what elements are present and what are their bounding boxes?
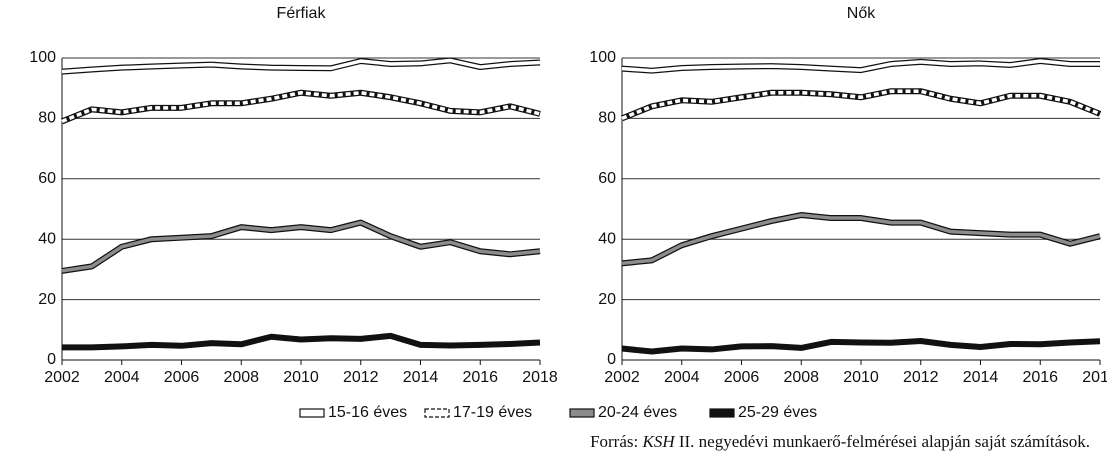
x-tick-label: 2012 — [343, 369, 379, 386]
x-tick-label: 2004 — [664, 369, 700, 386]
y-tick-label: 60 — [598, 170, 616, 187]
source-emphasis: KSH — [641, 432, 676, 451]
y-tick-label: 40 — [38, 230, 56, 247]
line-outline — [60, 89, 541, 125]
x-tick-label: 2010 — [283, 369, 319, 386]
series-line — [61, 220, 541, 273]
x-tick-label: 2018 — [522, 369, 558, 386]
y-tick-label: 20 — [598, 291, 616, 308]
x-tick-label: 2014 — [403, 369, 439, 386]
x-tick-label: 2006 — [724, 369, 760, 386]
y-tick-label: 100 — [29, 49, 56, 66]
series-line — [621, 89, 1101, 121]
y-tick-label: 40 — [598, 230, 616, 247]
y-tick-label: 20 — [38, 291, 56, 308]
y-tick-label: 80 — [598, 110, 616, 127]
y-tick-label: 80 — [38, 110, 56, 127]
x-tick-label: 2004 — [104, 369, 140, 386]
series-line — [61, 90, 541, 124]
x-tick-label: 2002 — [604, 369, 640, 386]
legend-label: 17-19 éves — [453, 404, 532, 421]
series-line — [621, 59, 1100, 73]
x-tick-label: 2016 — [1022, 369, 1058, 386]
chart-title: Nők — [847, 5, 876, 22]
x-tick-label: 2006 — [164, 369, 200, 386]
x-tick-label: 2010 — [843, 369, 879, 386]
series-line — [62, 332, 541, 351]
legend-swatch — [569, 408, 595, 418]
x-tick-label: 2002 — [44, 369, 80, 386]
y-tick-label: 0 — [47, 351, 56, 368]
x-tick-label: 2018 — [1082, 369, 1107, 386]
legend-label: 15-16 éves — [328, 404, 407, 421]
y-tick-label: 100 — [589, 49, 616, 66]
source-note: Forrás: KSH II. negyedévi munkaerő-felmé… — [590, 432, 1090, 451]
source-rest: II. negyedévi munkaerő-felmérései alapjá… — [679, 432, 1090, 451]
series-line — [621, 213, 1101, 266]
x-tick-label: 2016 — [462, 369, 498, 386]
x-tick-label: 2012 — [903, 369, 939, 386]
x-tick-label: 2008 — [783, 369, 819, 386]
legend-swatch — [424, 408, 450, 418]
legend-swatch — [299, 408, 325, 418]
legend-swatch — [709, 408, 735, 418]
chart-title: Férfiak — [277, 5, 327, 22]
y-tick-label: 60 — [38, 170, 56, 187]
series-line — [621, 337, 1101, 355]
source-prefix: Forrás: — [590, 432, 638, 451]
legend-label: 20-24 éves — [598, 404, 677, 421]
x-tick-label: 2014 — [963, 369, 999, 386]
series-line — [61, 58, 541, 74]
y-tick-label: 0 — [607, 351, 616, 368]
legend-label: 25-29 éves — [738, 404, 817, 421]
x-tick-label: 2008 — [223, 369, 259, 386]
